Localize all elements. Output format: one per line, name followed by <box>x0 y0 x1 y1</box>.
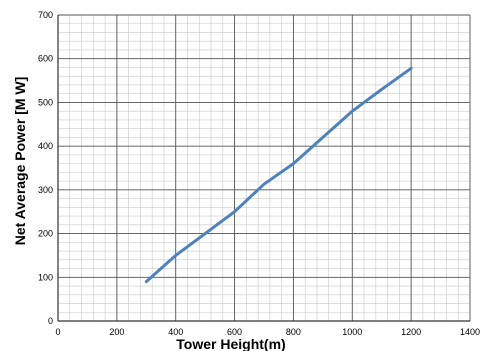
x-tick-label: 1000 <box>342 327 362 337</box>
axes <box>57 15 470 322</box>
series-lines <box>144 66 413 284</box>
y-axis-title: Net Average Power [M W] <box>12 77 28 246</box>
x-tick-label: 400 <box>168 327 183 337</box>
y-tick-label: 600 <box>38 54 53 64</box>
y-tick-labels: 0 100 200 300 400 500 600 700 <box>38 10 53 326</box>
x-tick-label: 1200 <box>401 327 421 337</box>
y-tick-label: 300 <box>38 185 53 195</box>
x-tick-label: 1400 <box>460 327 480 337</box>
y-tick-label: 500 <box>38 97 53 107</box>
x-tick-labels: 0 200 400 600 800 1000 1200 1400 <box>55 327 480 337</box>
major-gridlines <box>57 14 471 322</box>
series-line <box>144 66 413 284</box>
x-tick-label: 800 <box>286 327 301 337</box>
y-tick-label: 200 <box>38 229 53 239</box>
x-tick-label: 0 <box>55 327 60 337</box>
y-tick-label: 400 <box>38 141 53 151</box>
y-tick-label: 100 <box>38 272 53 282</box>
y-tick-label: 0 <box>48 316 53 326</box>
minor-gridlines <box>57 14 471 322</box>
x-tick-label: 600 <box>227 327 242 337</box>
y-tick-label: 700 <box>38 10 53 20</box>
x-axis-title: Tower Height(m) <box>176 336 285 351</box>
x-tick-label: 200 <box>109 327 124 337</box>
